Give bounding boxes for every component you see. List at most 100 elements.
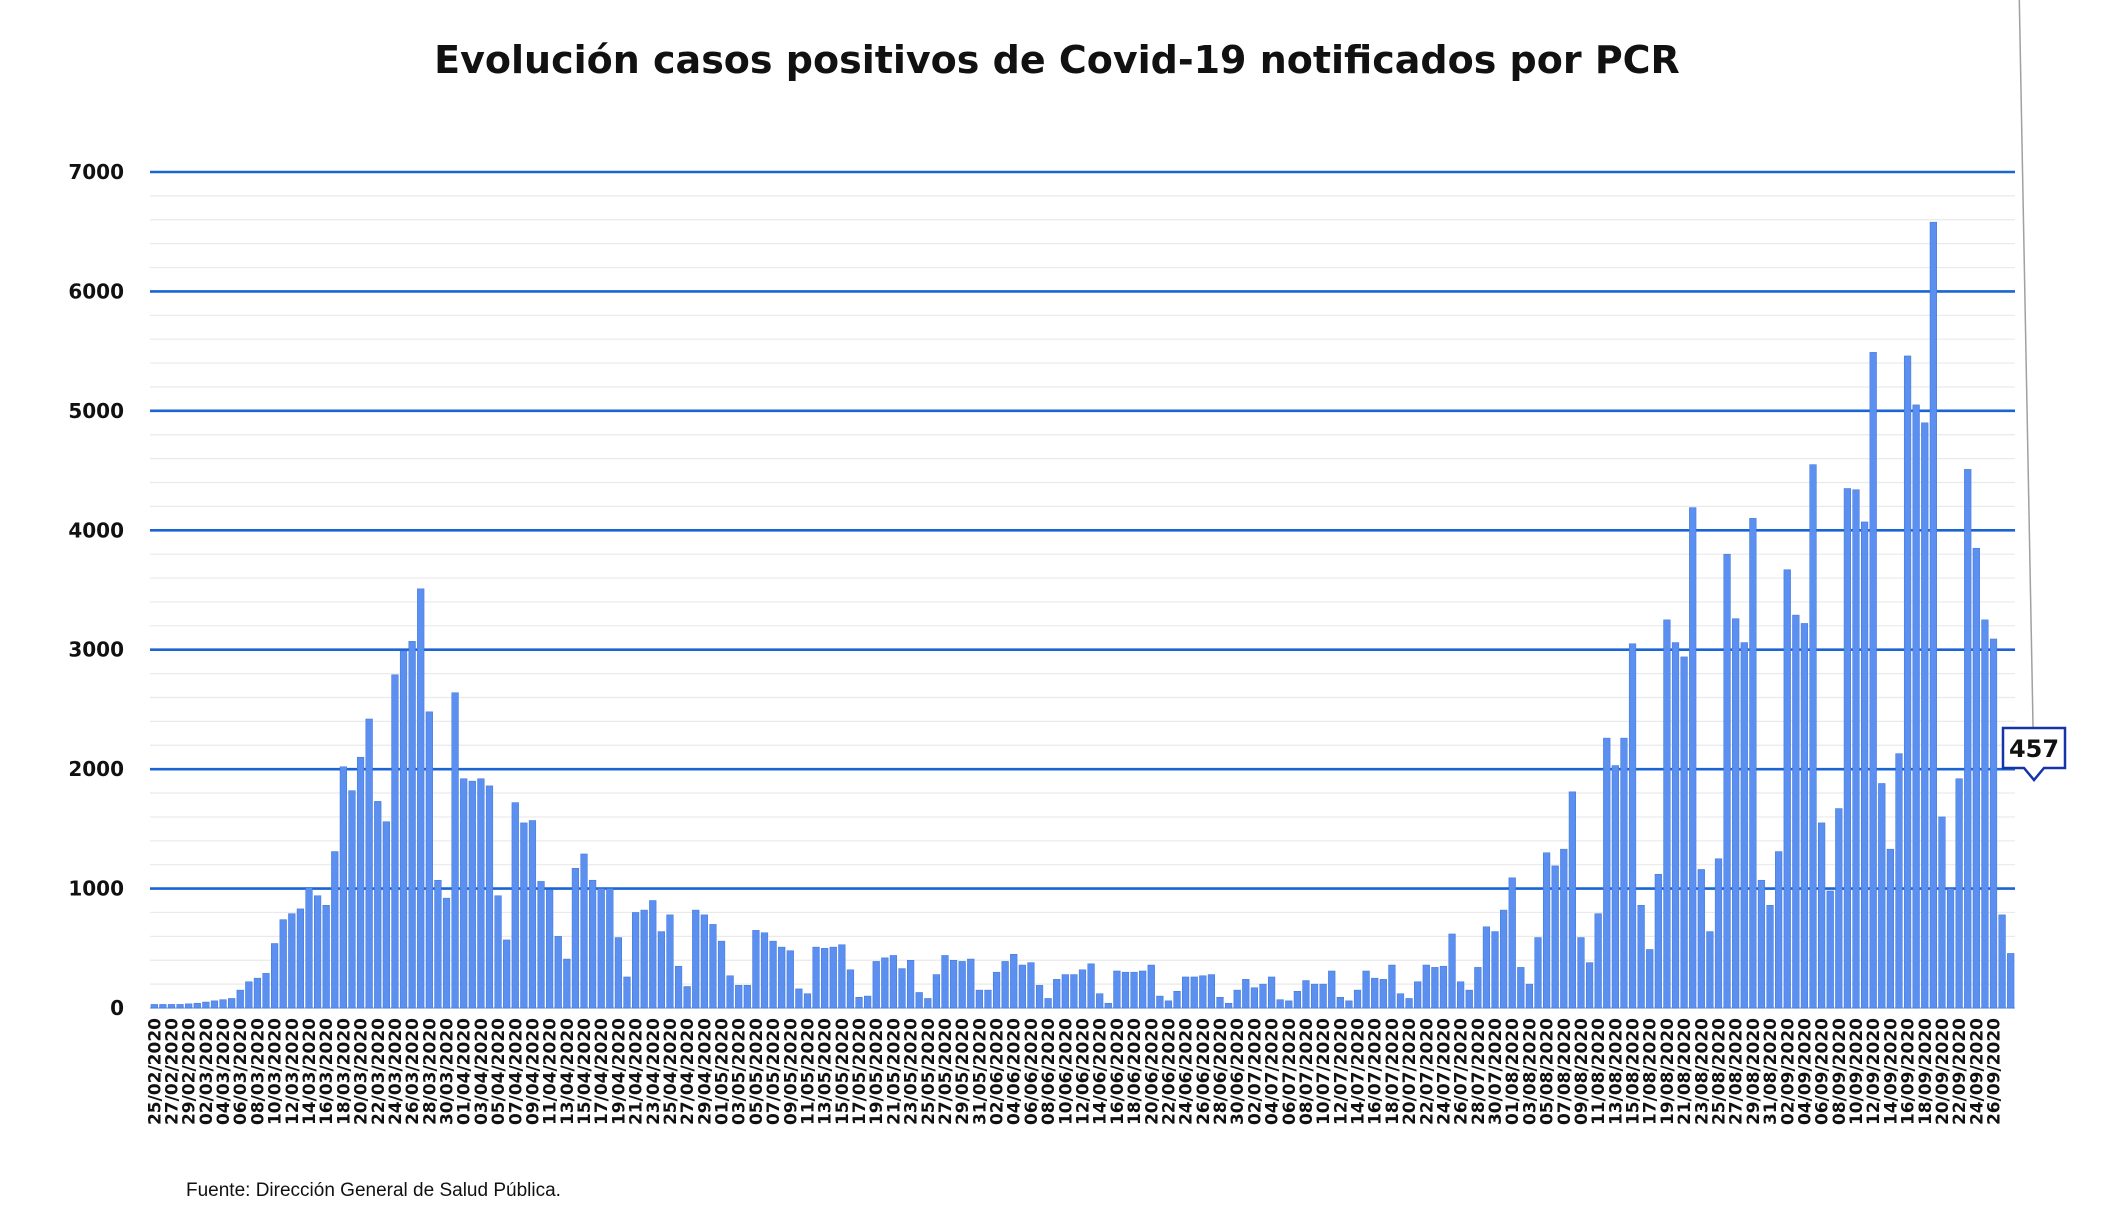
bar — [1964, 469, 1972, 1009]
x-tick-label: 03/05/2020 — [730, 1018, 750, 1125]
bar — [313, 895, 322, 1009]
x-tick-label: 16/09/2020 — [1899, 1018, 1919, 1125]
bar — [1207, 974, 1216, 1009]
x-tick-label: 03/04/2020 — [472, 1018, 492, 1125]
bar — [159, 1004, 167, 1009]
bar — [1585, 962, 1594, 1009]
bar — [1491, 931, 1499, 1009]
y-tick-label: 1000 — [68, 877, 124, 901]
bar — [1302, 980, 1310, 1009]
x-tick-label: 30/03/2020 — [438, 1018, 458, 1125]
x-tick-label: 10/06/2020 — [1056, 1018, 1076, 1125]
x-tick-label: 06/06/2020 — [1022, 1018, 1042, 1125]
bar — [1783, 569, 1791, 1009]
x-tick-label: 18/07/2020 — [1383, 1018, 1403, 1125]
x-tick-label: 03/08/2020 — [1520, 1018, 1540, 1125]
x-tick-label: 05/08/2020 — [1538, 1018, 1558, 1125]
bar — [1594, 913, 1602, 1009]
bar — [1414, 981, 1422, 1009]
x-tick-label: 10/07/2020 — [1314, 1018, 1334, 1125]
chart-title: Evolución casos positivos de Covid-19 no… — [434, 38, 1680, 82]
x-tick-label: 12/06/2020 — [1074, 1018, 1094, 1125]
x-axis-tick-labels: 25/02/202027/02/202029/02/202002/03/2020… — [145, 1018, 2004, 1125]
bar — [1946, 888, 1955, 1009]
bar — [1551, 865, 1559, 1009]
bar — [597, 888, 605, 1009]
x-tick-label: 06/07/2020 — [1280, 1018, 1300, 1125]
bar — [1353, 989, 1362, 1009]
x-tick-label: 23/04/2020 — [644, 1018, 664, 1125]
bar — [382, 821, 390, 1009]
bar — [296, 908, 304, 1009]
bar — [1336, 997, 1344, 1009]
x-tick-label: 23/08/2020 — [1692, 1018, 1712, 1125]
bar — [1792, 614, 1800, 1009]
bar — [1989, 638, 1998, 1009]
x-tick-label: 04/03/2020 — [214, 1018, 234, 1125]
bar — [1955, 778, 1963, 1009]
bar — [262, 973, 270, 1009]
bar — [442, 897, 451, 1009]
x-tick-label: 11/08/2020 — [1589, 1018, 1609, 1125]
bar — [1766, 905, 1774, 1009]
bar — [1517, 967, 1525, 1009]
x-tick-label: 15/08/2020 — [1624, 1018, 1644, 1125]
bar — [692, 909, 700, 1009]
bar — [185, 1003, 193, 1009]
y-tick-label: 2000 — [68, 757, 124, 781]
x-tick-label: 06/09/2020 — [1813, 1018, 1833, 1125]
x-tick-label: 21/08/2020 — [1675, 1018, 1695, 1125]
bar — [1560, 848, 1568, 1009]
bar — [1139, 970, 1147, 1009]
x-tick-label: 07/05/2020 — [764, 1018, 784, 1125]
bar — [339, 766, 347, 1009]
x-tick-label: 14/09/2020 — [1881, 1018, 1901, 1125]
bar — [881, 957, 889, 1009]
bar — [1010, 954, 1018, 1009]
bar — [1310, 983, 1319, 1009]
bar — [1981, 619, 1989, 1009]
x-tick-label: 22/06/2020 — [1159, 1018, 1179, 1125]
x-tick-label: 28/03/2020 — [420, 1018, 440, 1125]
bar — [898, 968, 906, 1009]
bar — [941, 955, 949, 1009]
bar — [563, 958, 571, 1009]
bar — [1379, 979, 1387, 1009]
x-tick-label: 17/05/2020 — [850, 1018, 870, 1125]
bar — [915, 992, 923, 1009]
bar — [1654, 873, 1662, 1009]
bar — [1345, 1000, 1353, 1009]
x-tick-label: 07/08/2020 — [1555, 1018, 1575, 1125]
bar — [752, 930, 760, 1009]
bar — [322, 905, 330, 1009]
bar — [451, 692, 459, 1009]
x-tick-label: 01/08/2020 — [1503, 1018, 1523, 1125]
last-value-callout: 457 — [2001, 0, 2067, 782]
bar — [374, 801, 382, 1009]
x-tick-label: 11/04/2020 — [541, 1018, 561, 1125]
bar — [889, 955, 898, 1009]
bar — [1328, 970, 1336, 1009]
x-tick-label: 13/05/2020 — [816, 1018, 836, 1125]
y-tick-label: 7000 — [68, 160, 124, 184]
x-tick-label: 04/06/2020 — [1005, 1018, 1025, 1125]
bar — [1104, 1002, 1112, 1009]
x-tick-label: 08/03/2020 — [248, 1018, 268, 1125]
bar — [855, 997, 863, 1009]
x-tick-label: 26/03/2020 — [403, 1018, 423, 1125]
bar — [1001, 961, 1009, 1009]
bar — [1259, 983, 1267, 1009]
x-tick-label: 09/05/2020 — [781, 1018, 801, 1125]
y-tick-label: 5000 — [68, 399, 124, 423]
callout-label: 457 — [2009, 735, 2059, 763]
bar — [1018, 964, 1026, 1009]
bar — [1543, 852, 1551, 1009]
bar — [1474, 967, 1482, 1009]
x-tick-label: 14/07/2020 — [1349, 1018, 1369, 1125]
x-tick-label: 09/08/2020 — [1572, 1018, 1592, 1125]
x-tick-label: 17/08/2020 — [1641, 1018, 1661, 1125]
bar — [150, 1004, 158, 1009]
x-tick-label: 15/05/2020 — [833, 1018, 853, 1125]
x-tick-label: 10/09/2020 — [1847, 1018, 1867, 1125]
bar — [1714, 858, 1723, 1009]
